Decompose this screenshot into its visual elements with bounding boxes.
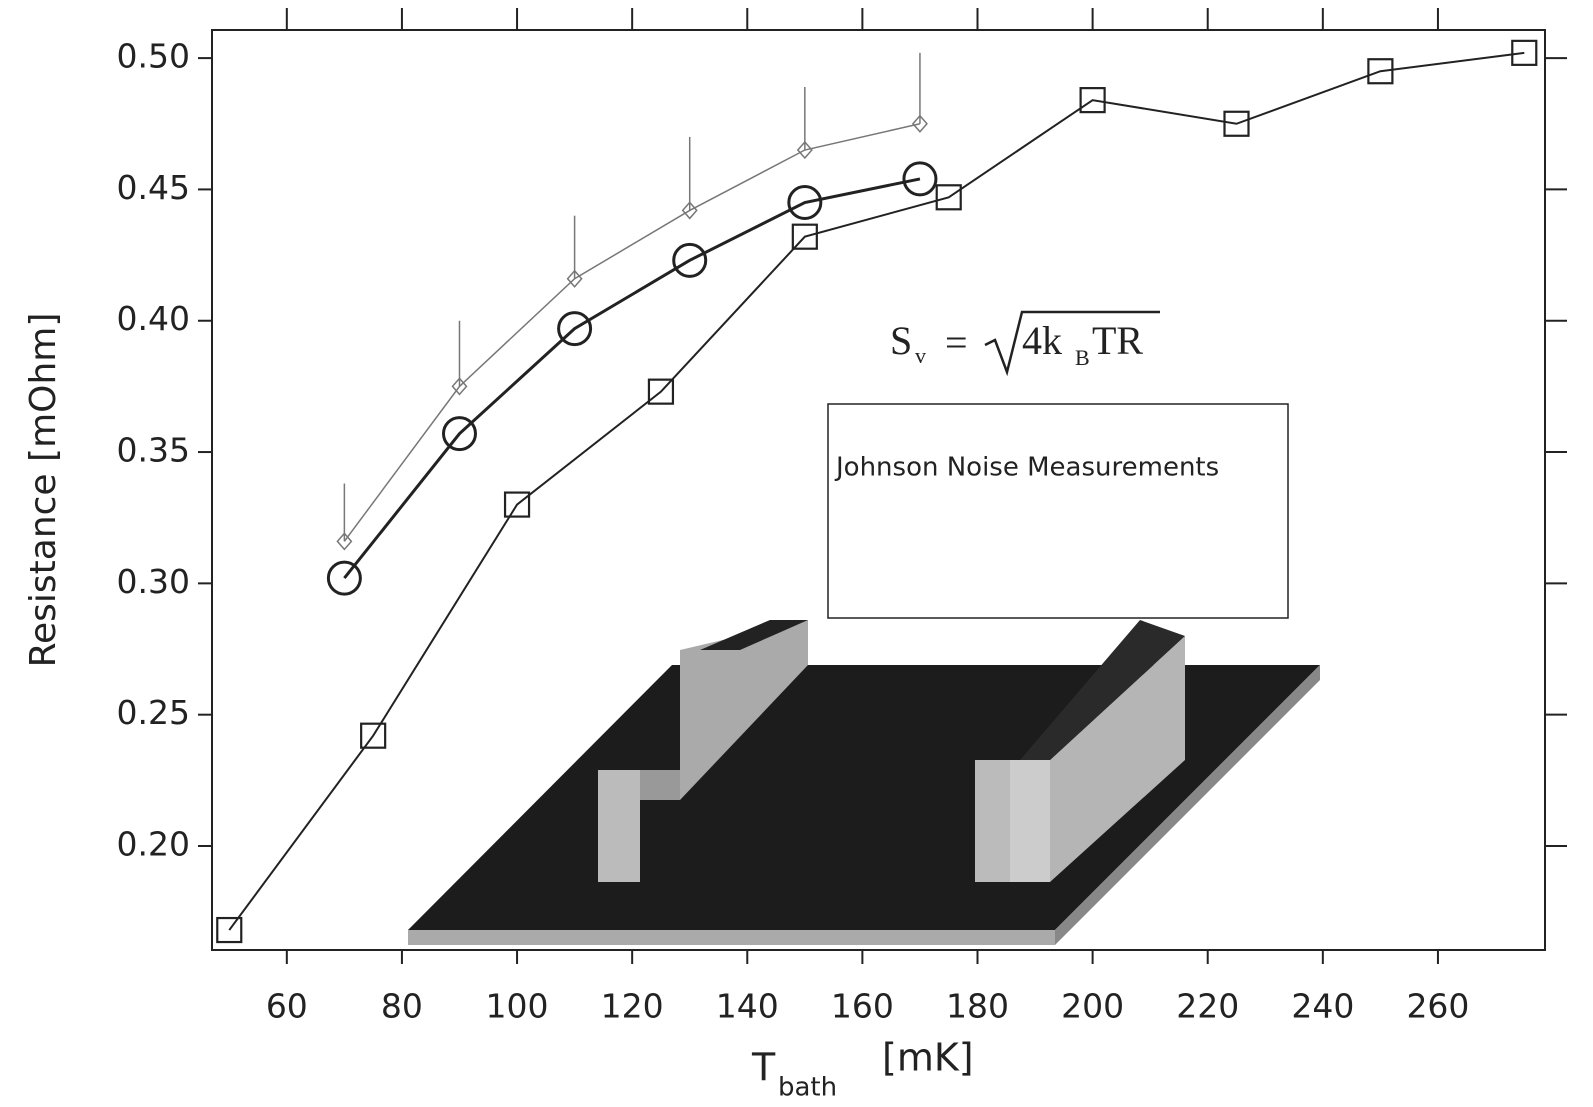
x-tick-label: 100 [486, 987, 549, 1026]
x-axis-label: bath [778, 1073, 837, 1103]
formula-part: B [1075, 345, 1090, 370]
series-line [343, 177, 921, 580]
marker-diamond [796, 140, 813, 160]
marker-square [647, 378, 675, 405]
x-tick-label: 180 [946, 987, 1009, 1026]
formula-part: TR [1092, 318, 1143, 363]
x-tick-label: 160 [831, 987, 894, 1026]
formula-part: v [915, 343, 926, 368]
marker-square [1079, 87, 1106, 114]
legend-title: Johnson Noise Measurements [834, 453, 1219, 483]
y-tick-label: 0.40 [117, 299, 190, 338]
marker-circle [326, 560, 362, 596]
y-tick-label: 0.30 [117, 562, 190, 601]
marker-diamond [566, 269, 583, 288]
marker-square [503, 491, 531, 518]
x-tick-label: 80 [381, 987, 423, 1026]
formula-part: = [945, 320, 968, 365]
x-tick-label: 60 [266, 987, 308, 1026]
x-tick-label: 220 [1176, 987, 1239, 1026]
marker-circle [902, 161, 938, 197]
device-illustration [408, 620, 1320, 945]
y-tick-label: 0.45 [117, 168, 190, 207]
x-tick-label: 240 [1291, 987, 1354, 1026]
y-tick-label: 0.20 [117, 824, 190, 863]
plot-frame [211, 29, 1546, 951]
marker-circle [787, 185, 823, 221]
x-tick-label: 140 [716, 987, 779, 1026]
y-tick-label: 0.35 [117, 431, 190, 470]
x-tick-label: 260 [1406, 987, 1469, 1026]
marker-square [1511, 39, 1538, 66]
y-tick-label: 0.50 [117, 37, 190, 76]
marker-diamond [336, 532, 353, 551]
marker-diamond [911, 114, 928, 133]
formula-part: S [890, 318, 912, 363]
y-axis-label: Resistance [mOhm] [23, 313, 64, 668]
series-line [228, 51, 1525, 931]
x-tick-label: 120 [601, 987, 664, 1026]
marker-square [1223, 110, 1250, 137]
y-tick-label: 0.25 [117, 693, 190, 732]
marker-circle [672, 242, 708, 278]
marker-square [791, 223, 818, 250]
x-tick-label: 200 [1061, 987, 1124, 1026]
x-axis-label: T [751, 1046, 776, 1090]
x-axis-label: [mK] [882, 1036, 974, 1080]
marker-square [1367, 58, 1394, 85]
series-line [343, 123, 921, 542]
formula-part: 4k [1022, 318, 1062, 363]
formula: S v = 4k B TR [890, 310, 1160, 377]
legend-box [827, 403, 1289, 619]
marker-circle [441, 416, 477, 452]
marker-circle [557, 311, 593, 347]
marker-square [360, 722, 387, 749]
marker-square [935, 184, 962, 211]
marker-square [216, 916, 243, 944]
marker-diamond [681, 201, 698, 220]
marker-diamond [451, 377, 468, 396]
